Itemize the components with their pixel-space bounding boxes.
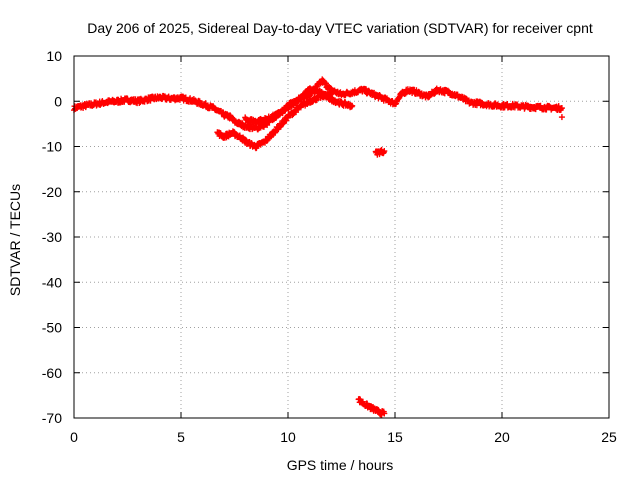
x-tick-label: 10 [280, 429, 296, 445]
y-tick-label: -30 [42, 229, 62, 245]
y-tick-label: 0 [54, 93, 62, 109]
x-tick-label: 20 [494, 429, 510, 445]
y-tick-label: -10 [42, 139, 62, 155]
data-point [558, 105, 565, 112]
data-point [381, 410, 388, 417]
x-tick-label: 25 [601, 429, 617, 445]
data-point [381, 148, 388, 155]
chart-title: Day 206 of 2025, Sidereal Day-to-day VTE… [87, 20, 593, 36]
x-tick-label: 0 [70, 429, 78, 445]
x-tick-label: 15 [387, 429, 403, 445]
y-tick-label: -20 [42, 184, 62, 200]
data-point [558, 114, 565, 121]
y-tick-label: -50 [42, 320, 62, 336]
y-tick-label: -70 [42, 410, 62, 426]
y-tick-label: -40 [42, 274, 62, 290]
data-points [71, 76, 565, 418]
x-axis-label: GPS time / hours [287, 457, 394, 473]
y-tick-label: -60 [42, 365, 62, 381]
x-tick-label: 5 [177, 429, 185, 445]
y-tick-label: 10 [46, 48, 62, 64]
axis-ticks [73, 55, 610, 419]
tick-labels: 0 5 10 15 20 25 10 0 -10 -20 -30 -40 -50 -60 -70 [42, 48, 617, 445]
data-point [349, 102, 356, 109]
y-axis-label: SDTVAR / TECUs [7, 184, 23, 296]
